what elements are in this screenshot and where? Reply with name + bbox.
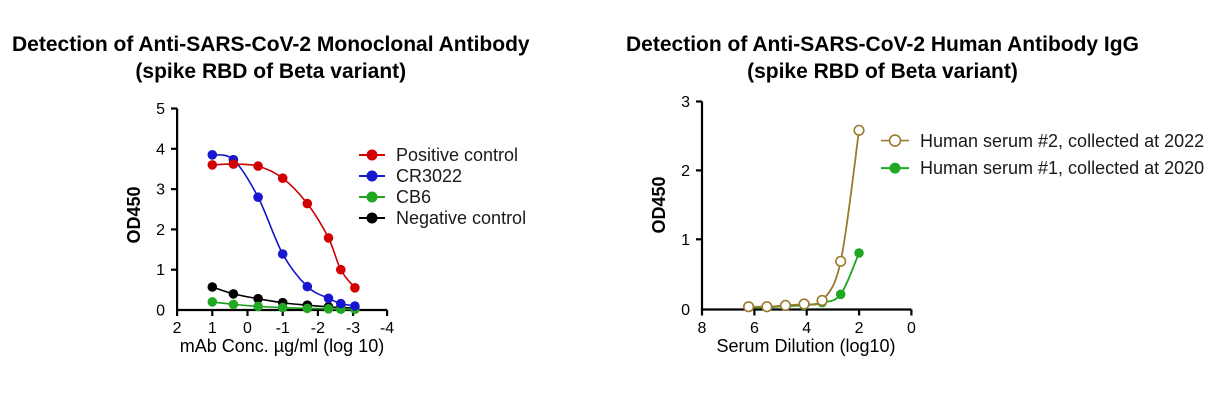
svg-text:Human serum #1, collected at 2: Human serum #1, collected at 2020 [920, 158, 1204, 178]
svg-text:-3: -3 [346, 320, 360, 337]
svg-text:4: 4 [156, 141, 165, 158]
svg-text:OD450: OD450 [124, 186, 144, 243]
svg-text:2: 2 [681, 163, 690, 180]
svg-text:-1: -1 [276, 320, 290, 337]
svg-text:2: 2 [156, 222, 165, 239]
svg-text:Negative control: Negative control [396, 208, 526, 228]
svg-text:CR3022: CR3022 [396, 166, 462, 186]
svg-text:-2: -2 [311, 320, 325, 337]
svg-text:4: 4 [802, 320, 811, 337]
svg-text:1: 1 [208, 320, 217, 337]
svg-text:1: 1 [681, 232, 690, 249]
svg-text:Positive control: Positive control [396, 145, 518, 165]
svg-text:1: 1 [156, 262, 165, 279]
svg-text:Serum Dilution (log10): Serum Dilution (log10) [716, 336, 895, 356]
svg-text:3: 3 [156, 182, 165, 199]
svg-text:CB6: CB6 [396, 187, 431, 207]
svg-text:mAb Conc. µg/ml (log 10): mAb Conc. µg/ml (log 10) [180, 336, 384, 356]
svg-text:8: 8 [698, 320, 707, 337]
svg-text:OD450: OD450 [649, 176, 669, 233]
svg-text:2: 2 [855, 320, 864, 337]
svg-text:3: 3 [681, 94, 690, 111]
svg-text:6: 6 [750, 320, 759, 337]
svg-text:0: 0 [243, 320, 252, 337]
svg-text:Human serum #2, collected at 2: Human serum #2, collected at 2022 [920, 131, 1204, 151]
svg-text:-4: -4 [380, 320, 394, 337]
svg-text:0: 0 [907, 320, 916, 337]
svg-text:2: 2 [173, 320, 182, 337]
svg-text:5: 5 [156, 101, 165, 118]
svg-text:0: 0 [156, 303, 165, 320]
svg-text:0: 0 [681, 302, 690, 319]
